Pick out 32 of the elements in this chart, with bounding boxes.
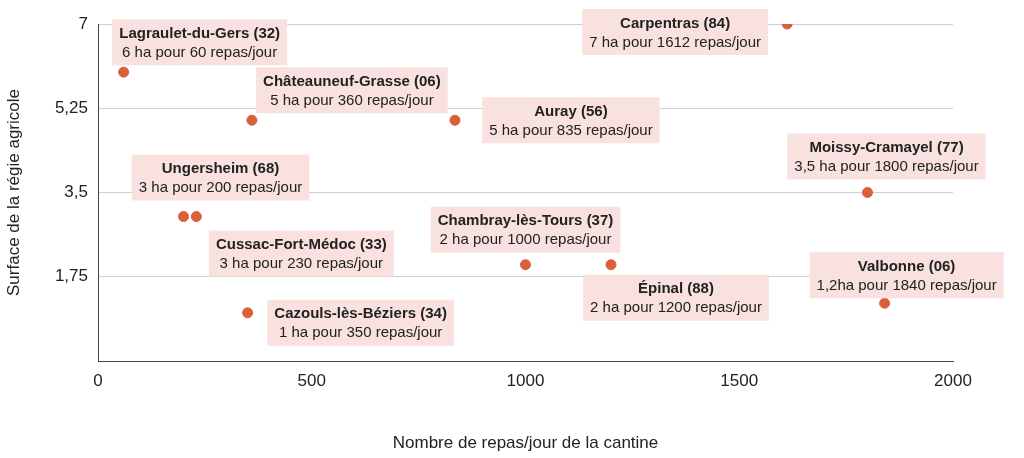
annotation: Cazouls-lès-Béziers (34) 1 ha pour 350 repas/jour <box>274 304 447 341</box>
x-tick-label: 1500 <box>720 370 759 390</box>
y-tick-label: 5,25 <box>54 97 88 117</box>
annotation: Auray (56) 5 ha pour 835 repas/jour <box>489 101 653 138</box>
point <box>520 259 531 271</box>
point <box>178 211 189 223</box>
annotation: Valbonne (06) 1,2ha pour 1840 repas/jour <box>816 256 997 293</box>
annotation: Lagraulet-du-Gers (32) 6 ha pour 60 repas/jour <box>119 23 281 60</box>
point <box>879 297 891 309</box>
y-tick-label: 1,75 <box>54 266 88 286</box>
y-tick-label: 3,5 <box>64 182 88 202</box>
annotation: Carpentras (84) 7 ha pour 1612 repas/jour <box>589 13 762 50</box>
annotation: Ungersheim (68) 3 ha pour 200 repas/jour <box>138 159 303 196</box>
annotation: Châteauneuf-Grasse (06) 5 ha pour 360 repas/jour <box>263 71 441 108</box>
point <box>862 187 873 198</box>
x-tick-label: 2000 <box>934 370 972 390</box>
y-tick-label: 7 <box>78 13 88 33</box>
point <box>242 307 254 319</box>
x-tick-label: 500 <box>297 370 326 390</box>
point <box>605 259 617 271</box>
annotation: Moissy-Cramayel (77) 3,5 ha pour 1800 repas/jour <box>794 138 979 175</box>
annotation: Chambray-lès-Tours (37) 2 ha pour 1000 repas/jour <box>437 211 614 248</box>
x-tick-label: 1000 <box>506 370 545 390</box>
y-axis-title: Surface de la régie agricole <box>3 89 23 296</box>
x-tick-label: 0 <box>93 370 103 390</box>
point <box>449 114 461 126</box>
point <box>190 211 202 223</box>
annotation: Épinal (88) 2 ha pour 1200 repas/jour <box>590 279 762 316</box>
point <box>118 66 130 78</box>
x-axis-title: Nombre de repas/jour de la cantine <box>392 433 659 453</box>
point <box>246 114 258 126</box>
annotation: Cussac-Fort-Médoc (33) 3 ha pour 230 repas/jour <box>215 235 387 272</box>
